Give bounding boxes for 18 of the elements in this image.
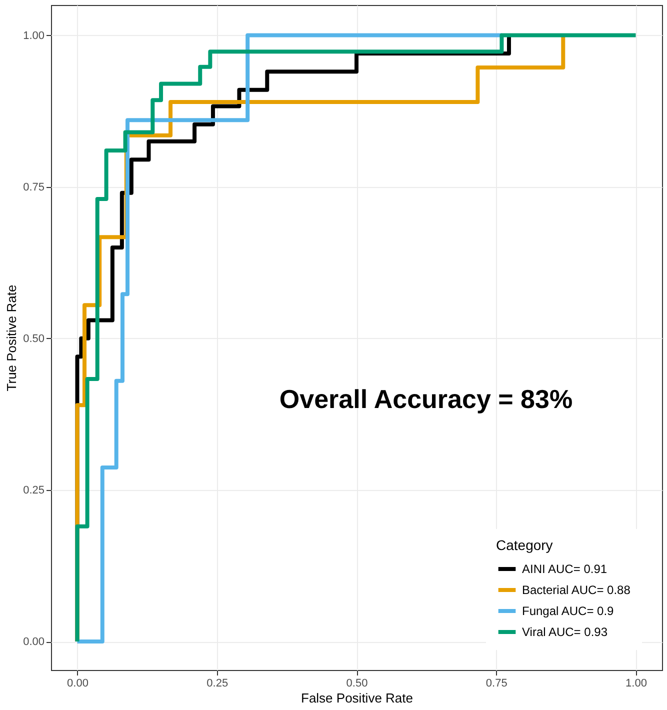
y-tick-label: 1.00: [23, 30, 44, 42]
x-tick-label: 1.00: [626, 678, 647, 690]
y-tick-label: 0.25: [23, 484, 44, 496]
legend-label: Viral AUC= 0.93: [522, 625, 608, 639]
y-axis-title: True Positive Rate: [4, 284, 20, 392]
legend-label: Fungal AUC= 0.9: [522, 604, 614, 618]
y-tick-label: 0.75: [23, 181, 44, 194]
x-axis-title: False Positive Rate: [301, 690, 413, 706]
x-tick-label: 0.25: [206, 678, 228, 690]
annotation: Overall Accuracy = 83%: [279, 384, 573, 414]
x-tick-label: 0.00: [67, 678, 88, 690]
y-tick-label: 0.00: [23, 636, 44, 648]
x-tick-label: 0.50: [346, 678, 368, 690]
y-tick-label: 0.50: [23, 332, 44, 345]
legend-label: AINI AUC= 0.91: [522, 562, 608, 576]
legend-title: Category: [496, 537, 553, 553]
x-tick-label: 0.75: [486, 678, 508, 690]
legend-label: Bacterial AUC= 0.88: [522, 583, 631, 597]
